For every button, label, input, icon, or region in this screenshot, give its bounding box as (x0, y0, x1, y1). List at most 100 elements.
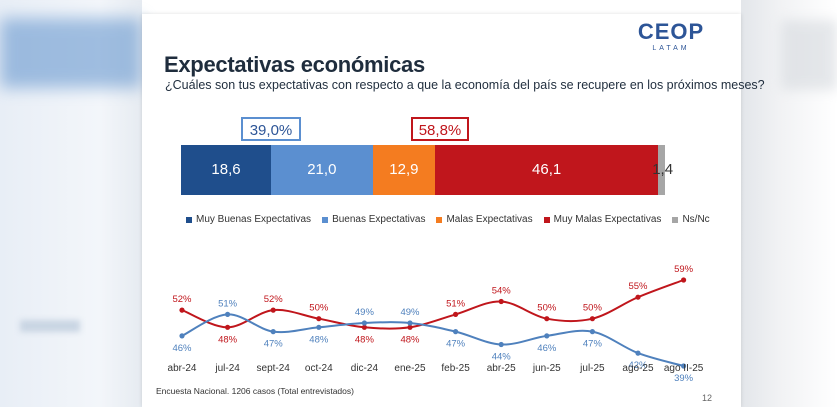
bad-total-callout: 58,8% (411, 117, 469, 141)
line-point (316, 316, 322, 322)
line-point (498, 341, 504, 348)
x-tick-label: ago II-25 (664, 363, 704, 374)
x-tick-label: feb-25 (441, 363, 470, 374)
line-series-1 (181, 279, 684, 330)
line-data-label: 39% (674, 373, 694, 382)
line-data-label: 51% (446, 298, 466, 309)
line-point (681, 277, 687, 283)
bar-segment-label-5: 1,4 (652, 161, 674, 178)
line-point (681, 363, 687, 369)
background-right-strip (741, 0, 837, 407)
line-data-label: 50% (583, 303, 603, 314)
page-title: Expectativas económicas (164, 52, 425, 77)
line-data-label: 52% (264, 294, 284, 305)
legend-label: Buenas Expectativas (332, 214, 426, 225)
line-data-label: 48% (218, 334, 238, 345)
line-data-label: 49% (400, 307, 420, 318)
bar-segment-2 (271, 145, 373, 195)
good-total-callout: 39,0% (241, 117, 301, 141)
line-point (361, 324, 367, 330)
line-point (635, 350, 641, 356)
bar-segment-label-3: 12,9 (389, 161, 419, 178)
ceop-logo: CEOP LATAM (636, 20, 706, 53)
line-data-label: 47% (583, 339, 603, 350)
x-tick-label: jul-24 (214, 363, 240, 374)
background-blur-shape (0, 18, 142, 88)
legend-item-2: Buenas Expectativas (322, 214, 425, 225)
bar-segment-5 (658, 145, 665, 195)
legend-swatch (672, 216, 679, 223)
line-point (179, 307, 185, 313)
x-tick-label: abr-24 (168, 363, 197, 374)
line-point (316, 324, 322, 330)
chart-legend: Muy Buenas Expectativas Buenas Expectativ… (186, 214, 721, 225)
line-data-label: 49% (355, 307, 375, 318)
line-point (179, 333, 185, 339)
line-data-label: 47% (264, 339, 284, 350)
line-point (544, 333, 550, 339)
line-data-label: 59% (674, 264, 694, 275)
line-point (498, 298, 504, 305)
bar-segment-label-1: 18,6 (211, 161, 241, 178)
line-point (270, 329, 276, 335)
line-point (225, 324, 231, 330)
stacked-bar-chart: 18,6 21,0 12,9 46,1 1,4 (181, 145, 673, 195)
line-point (270, 307, 276, 313)
slide (142, 14, 741, 407)
legend-swatch (543, 216, 550, 223)
line-point (453, 329, 459, 335)
legend-item-4: Muy Malas Expectativas (543, 214, 662, 225)
logo-subtitle: LATAM (652, 45, 690, 52)
line-data-label: 48% (355, 334, 375, 345)
line-point (407, 320, 413, 326)
line-data-label: 48% (400, 334, 420, 345)
line-data-label: 50% (537, 303, 557, 314)
legend-swatch (322, 216, 329, 223)
line-data-label: 46% (537, 343, 557, 354)
legend-label: Ns/Nc (682, 214, 710, 225)
legend-label: Muy Malas Expectativas (553, 214, 662, 225)
footnote: Encuesta Nacional. 1206 casos (Total ent… (156, 386, 354, 396)
line-data-label: 51% (218, 298, 238, 309)
line-data-label: 46% (172, 343, 192, 354)
line-point (589, 329, 595, 335)
x-tick-label: ene-25 (394, 363, 426, 374)
bar-segment-1 (181, 145, 272, 195)
line-data-label: 44% (492, 352, 512, 363)
x-tick-label: jul-25 (579, 363, 605, 374)
line-data-label: 47% (446, 339, 466, 350)
bar-segment-label-4: 46,1 (532, 161, 562, 178)
line-point (225, 311, 231, 317)
line-series-2 (181, 313, 684, 367)
line-point (635, 294, 641, 300)
line-point (544, 316, 550, 322)
line-data-label: 48% (309, 334, 329, 345)
line-chart: 52% 46% 48% 51% 52% 47% 50% 48% 48% 49% 48% 49% 51% 4… (168, 264, 704, 382)
x-tick-label: jun-25 (532, 363, 561, 374)
logo-name: CEOP (637, 19, 705, 44)
line-point (453, 311, 459, 317)
legend-swatch (186, 216, 192, 223)
bar-segment-4 (435, 145, 659, 195)
x-tick-label: oct-24 (305, 363, 333, 374)
x-tick-label: ago-25 (622, 363, 654, 374)
legend-swatch (436, 216, 443, 223)
line-point (407, 324, 413, 330)
x-tick-label: abr-25 (487, 363, 516, 374)
legend-label: Muy Buenas Expectativas (196, 214, 312, 225)
line-data-label: 42% (628, 360, 648, 371)
background-left-strip (0, 0, 142, 407)
line-data-label: 55% (628, 281, 648, 292)
line-point (361, 320, 367, 326)
legend-item-5: Ns/Nc (672, 214, 710, 225)
legend-item-1: Muy Buenas Expectativas (186, 214, 311, 225)
x-tick-label: dic-24 (351, 363, 379, 374)
line-data-label: 52% (172, 294, 192, 305)
legend-label: Malas Expectativas (446, 214, 533, 225)
line-data-label: 50% (309, 303, 329, 314)
x-tick-label: sept-24 (257, 363, 291, 374)
line-point (589, 316, 595, 322)
bar-segment-label-2: 21,0 (307, 161, 337, 178)
page-number: 12 (702, 393, 713, 403)
bar-segment-3 (372, 145, 436, 195)
